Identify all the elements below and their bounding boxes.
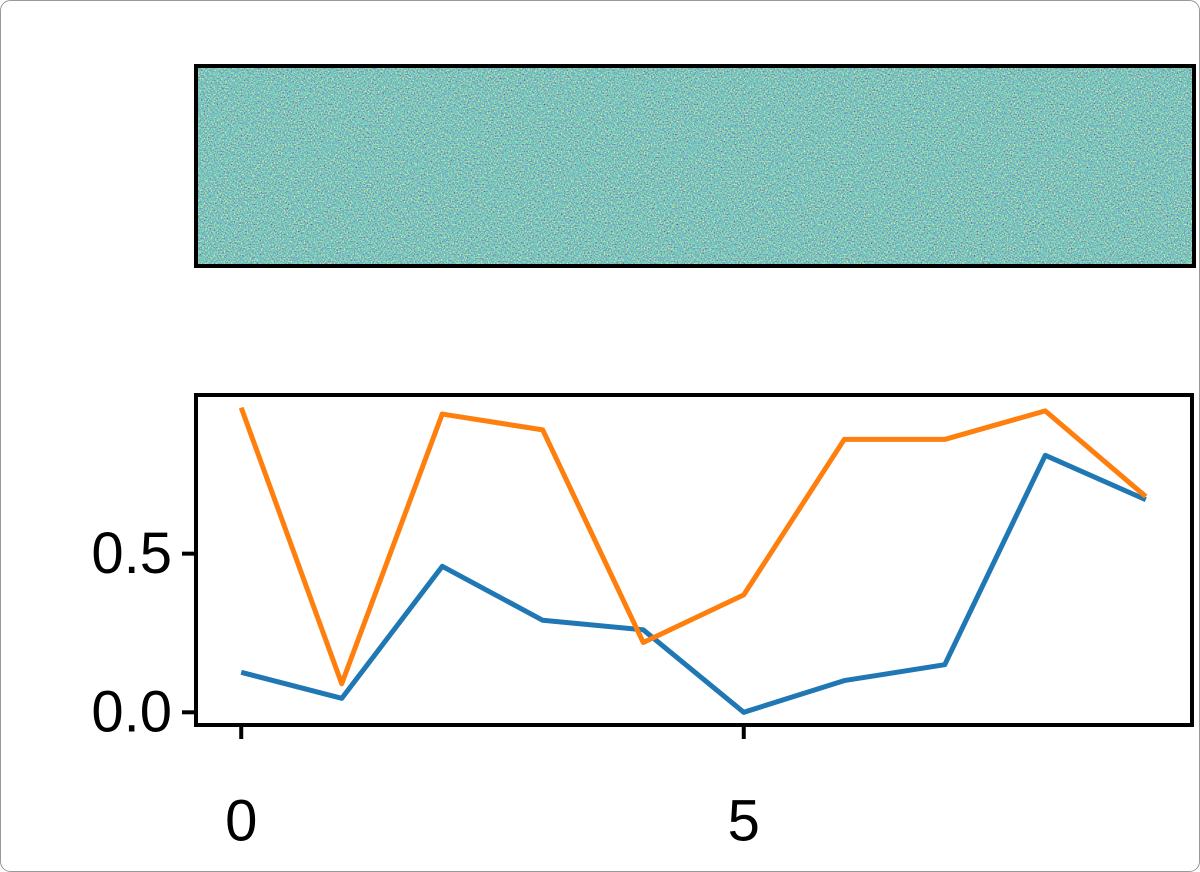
- axes-frame: [194, 393, 1194, 727]
- line-plot: 0.0 0.5 0 5: [91, 406, 1148, 853]
- line-series: [240, 452, 1147, 715]
- line-series: [238, 406, 1148, 687]
- y-tick-label: 0.0: [91, 680, 172, 745]
- x-tick-label: 5: [728, 788, 760, 853]
- image-frame: [194, 64, 1196, 268]
- noise-image: [196, 66, 1194, 266]
- x-tick-label: 0: [225, 788, 257, 853]
- y-tick-label: 0.5: [91, 521, 172, 586]
